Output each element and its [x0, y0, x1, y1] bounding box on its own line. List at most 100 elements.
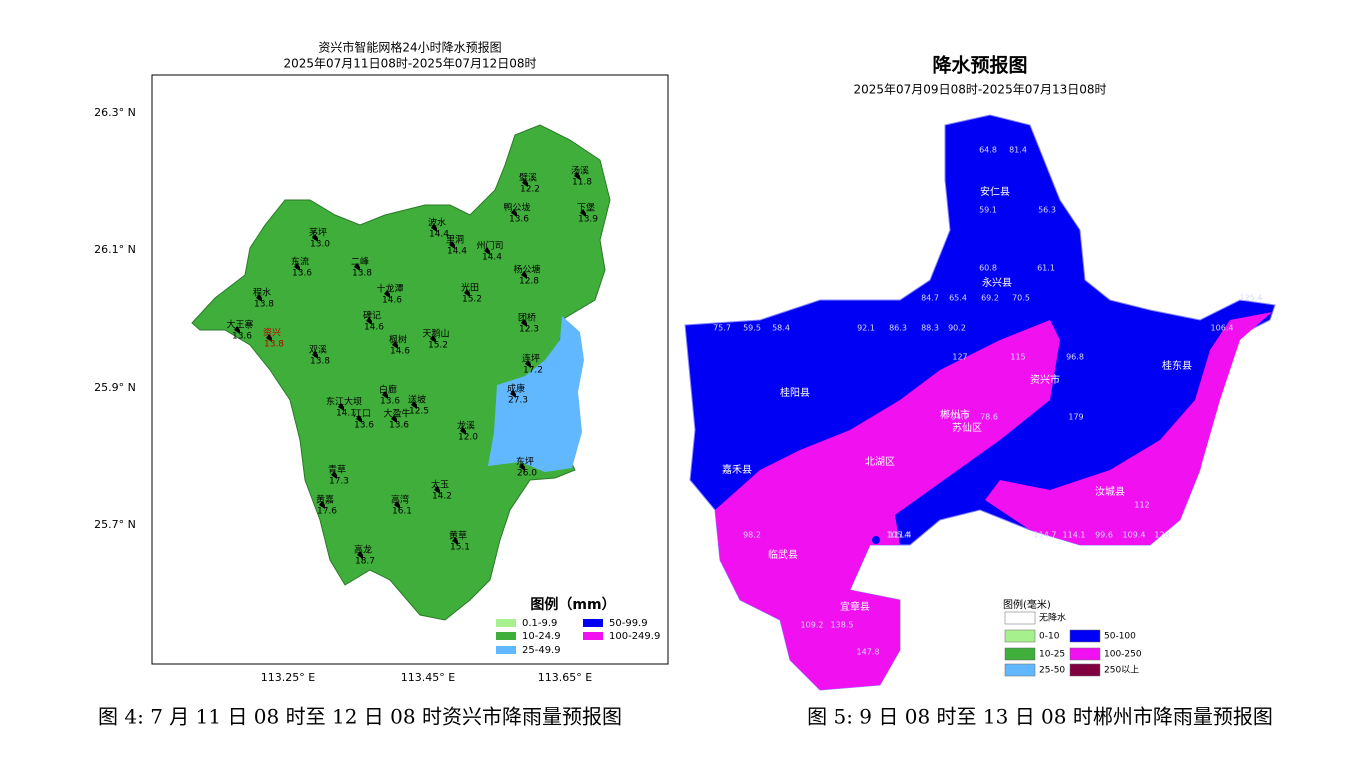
lon-label: 113.65° E: [538, 671, 592, 684]
grid-value: 59.5: [743, 324, 761, 333]
county-label: 苏仙区: [952, 421, 982, 434]
station-value: 13.6: [389, 421, 409, 431]
station-marker: [464, 289, 470, 297]
station-name: 璧溪: [519, 172, 537, 184]
legend-swatch: [583, 632, 603, 640]
station-marker: [366, 317, 372, 325]
station-value: 14.4: [447, 247, 467, 257]
station-value: 11.8: [572, 178, 592, 188]
station-value: 26.0: [517, 469, 537, 479]
station-marker: [312, 351, 318, 359]
station-name: 黄草: [449, 530, 467, 542]
grid-value: 109.2: [801, 621, 824, 630]
station-name: 州门司: [476, 240, 503, 252]
station-name: 东流: [291, 256, 309, 268]
legend-label: 100-250: [1104, 650, 1142, 660]
legend-title: 图例（mm）: [530, 596, 615, 613]
station-name: 高龙: [354, 544, 372, 556]
station-name: 十龙潭: [376, 283, 403, 295]
legend-swatch: [1004, 629, 1036, 643]
right-subtitle: 2025年07月09日08时-2025年07月13日08时: [853, 83, 1106, 97]
station-marker: [392, 341, 398, 349]
station-value: 12.2: [520, 185, 540, 195]
legend-label: 0-10: [1039, 632, 1060, 642]
legend-label: 25-49.9: [522, 645, 561, 656]
station-name: 杨公塘: [513, 264, 540, 276]
station-marker: [411, 401, 417, 409]
county-label: 嘉禾县: [722, 463, 752, 476]
grid-value: 84.7: [921, 294, 939, 303]
grid-value: 125.4: [1240, 294, 1263, 303]
grid-value: 111.4: [889, 531, 912, 540]
station-marker: [452, 537, 458, 545]
grid-value: 128: [1154, 531, 1169, 540]
station-value: 14.6: [390, 347, 410, 357]
grid-value: 81.4: [1009, 146, 1027, 155]
grid-value: 99.6: [1095, 531, 1113, 540]
station-name: 高湾: [391, 494, 409, 506]
caption: 图 5: 9 日 08 时至 13 日 08 时郴州市降雨量预报图: [807, 705, 1273, 729]
station-value: 14.6: [364, 323, 384, 333]
station-name: 连坪: [522, 353, 540, 365]
station-name: 青草: [328, 464, 346, 476]
station-marker: [449, 241, 455, 249]
station-marker: [431, 224, 437, 232]
region-blue: [488, 316, 584, 472]
grid-value: 94.7: [951, 413, 969, 422]
lat-label: 26.1° N: [94, 243, 136, 256]
station-value: 15.2: [428, 341, 448, 351]
station-value: 13.8: [352, 269, 372, 279]
grid-value: 105.4: [887, 531, 910, 540]
lat-label: 25.9° N: [94, 381, 136, 394]
station-name: 团桥: [518, 312, 536, 324]
county-label: 永兴县: [982, 276, 1012, 289]
legend-swatch: [496, 632, 516, 640]
grid-value: 114.1: [1063, 531, 1086, 540]
grid-value: 96.8: [1066, 353, 1084, 362]
legend-swatch: [496, 646, 516, 654]
station-marker: [521, 319, 527, 327]
station-name: 光田: [461, 282, 479, 294]
grid-value: 109.4: [1123, 531, 1146, 540]
county-label: 临武县: [768, 548, 798, 561]
grid-value: 112: [1134, 501, 1149, 510]
station-value: 13.9: [578, 215, 598, 225]
station-marker: [357, 551, 363, 559]
legend-title: 图例(毫米): [1003, 598, 1051, 611]
station-value: 13.6: [380, 397, 400, 407]
station-name: 汤溪: [571, 165, 589, 177]
lat-label: 25.7° N: [94, 518, 136, 531]
station-value: 17.2: [523, 366, 543, 376]
station-value: 13.6: [354, 421, 374, 431]
station-name: 波水: [428, 217, 446, 229]
station-name: 二峰: [351, 257, 369, 268]
station-marker: [319, 501, 325, 509]
legend-label: 0.1-9.9: [522, 618, 557, 629]
station-value: 13.6: [292, 269, 312, 279]
station-marker: [234, 326, 240, 334]
grid-value: 78.6: [980, 413, 998, 422]
station-marker: [391, 415, 397, 423]
station-name: 枫树: [389, 334, 407, 346]
station-name: 送坡: [408, 394, 426, 406]
grid-value: 65.4: [949, 294, 967, 303]
county-label: 桂东县: [1162, 359, 1192, 372]
legend-label: 10-25: [1039, 650, 1065, 660]
station-value: 14.2: [432, 492, 452, 502]
grid-value: 115: [1010, 353, 1025, 362]
caption: 图 4: 7 月 11 日 08 时至 12 日 08 时资兴市降雨量预报图: [98, 705, 622, 729]
station-name: 东江大坝: [326, 396, 362, 408]
county-label: 宜章县: [840, 600, 870, 613]
legend-label: 50-100: [1104, 632, 1136, 642]
county-label: 资兴市: [1030, 373, 1060, 386]
legend-swatch: [1004, 611, 1036, 625]
station-value: 12.3: [519, 325, 539, 335]
grid-value: 106.4: [1211, 324, 1234, 333]
station-marker: [522, 179, 528, 187]
station-marker: [574, 172, 580, 180]
left-title: 资兴市智能网格24小时降水预报图: [318, 40, 501, 55]
grid-value: 92.1: [857, 324, 875, 333]
right-title: 降水预报图: [932, 54, 1027, 77]
station-name: 双溪: [309, 344, 327, 356]
